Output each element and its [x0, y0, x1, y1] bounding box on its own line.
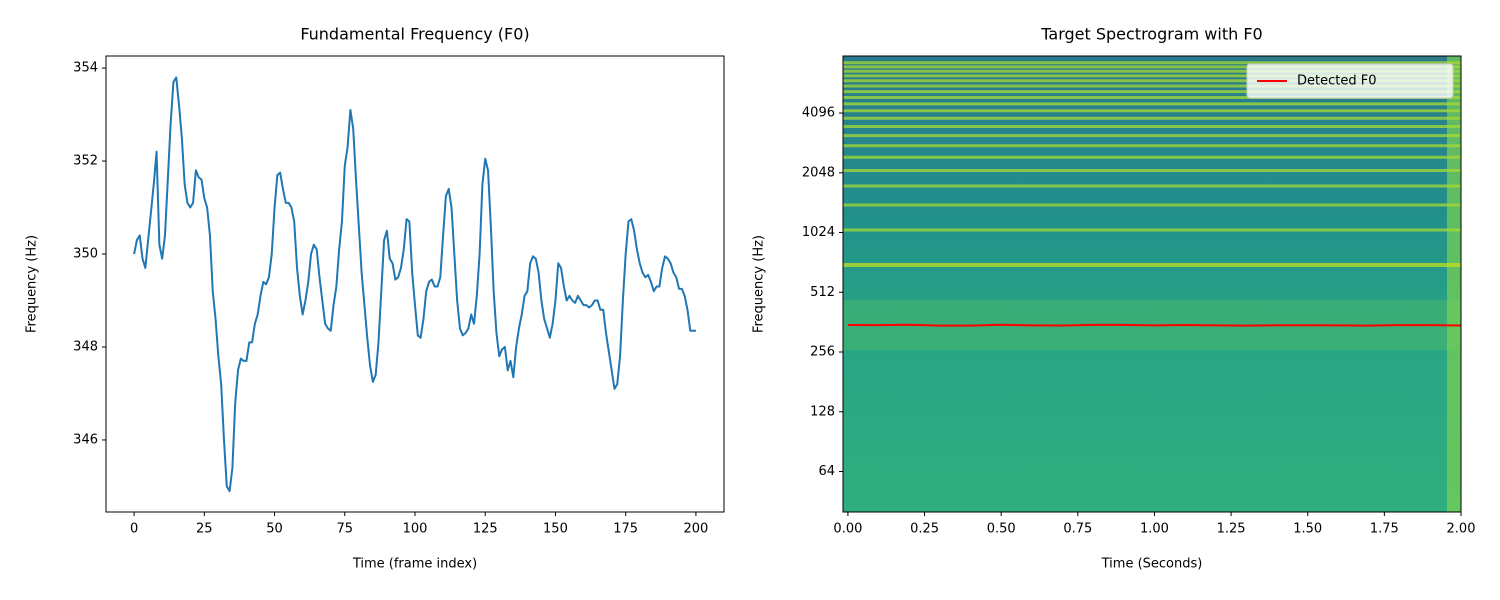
x-tick-label: 25 — [196, 522, 213, 537]
y-tick-label: 256 — [810, 345, 835, 360]
y-tick-label: 348 — [73, 339, 98, 354]
x-tick-label: 150 — [543, 522, 568, 537]
data-line — [133, 76, 696, 493]
legend: Detected F0 — [1246, 63, 1454, 99]
y-tick-label: 128 — [810, 404, 835, 419]
y-tick-label: 1024 — [802, 225, 835, 240]
y-axis-label: Frequency (Hz) — [752, 235, 767, 333]
x-tick-label: 1.75 — [1370, 522, 1399, 537]
x-tick-label: 75 — [336, 522, 353, 537]
x-tick-label: 200 — [683, 522, 708, 537]
subplot: 0.00 0.25 0.50 0.75 1.00 1.25 1.50 1.75 2.00 64 12… — [752, 25, 1476, 572]
legend-label: Detected F0 — [1297, 74, 1376, 89]
x-tick-label: 0.00 — [833, 522, 862, 537]
legend-box — [1246, 63, 1454, 99]
x-tick-label: 50 — [266, 522, 283, 537]
spectrogram-image — [843, 56, 1461, 512]
x-tick-label: 1.50 — [1293, 522, 1322, 537]
y-tick-label: 512 — [810, 285, 835, 300]
x-tick-label: 0.25 — [910, 522, 939, 537]
y-tick-label: 64 — [818, 464, 835, 479]
y-tick-label: 4096 — [802, 106, 835, 121]
x-axis-label: Time (frame index) — [352, 557, 477, 572]
x-tick-label: 1.00 — [1140, 522, 1169, 537]
chart-title: Target Spectrogram with F0 — [1040, 25, 1262, 44]
y-tick-label: 2048 — [802, 165, 835, 180]
x-tick-label: 125 — [473, 522, 498, 537]
subplot: 0 25 50 75 100 125 150 175 200 346 348 350 352 354 Fun… — [25, 25, 725, 572]
y-tick-label: 352 — [73, 154, 98, 169]
y-tick-label: 354 — [73, 61, 98, 76]
axes-frame — [105, 55, 725, 513]
x-tick-label: 0.75 — [1063, 522, 1092, 537]
x-tick-label: 175 — [613, 522, 638, 537]
x-tick-label: 2.00 — [1447, 522, 1476, 537]
y-tick-label: 346 — [73, 432, 98, 447]
x-axis-label: Time (Seconds) — [1101, 557, 1203, 572]
y-tick-label: 350 — [73, 247, 98, 262]
data-line — [847, 323, 1462, 327]
x-tick-label: 100 — [403, 522, 428, 537]
x-tick-label: 1.25 — [1217, 522, 1246, 537]
x-tick-label: 0 — [130, 522, 138, 537]
y-axis-label: Frequency (Hz) — [25, 235, 40, 333]
axes-frame — [842, 55, 1462, 513]
chart-title: Fundamental Frequency (F0) — [300, 25, 529, 44]
x-tick-label: 0.50 — [987, 522, 1016, 537]
